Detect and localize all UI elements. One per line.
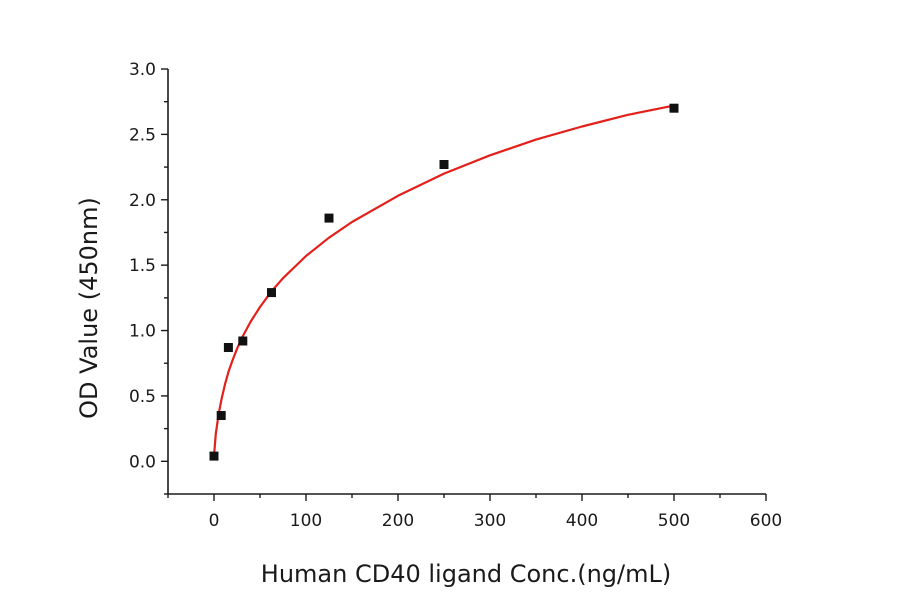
- fit-curve: [212, 104, 675, 457]
- x-tick-label: 500: [658, 511, 690, 531]
- x-tick-label: 300: [474, 511, 506, 531]
- y-axis-title: OD Value (450nm): [75, 197, 103, 419]
- y-tick-label: 3.0: [129, 60, 156, 80]
- fit-curve-layer: [212, 104, 675, 457]
- x-axis-title: Human CD40 ligand Conc.(ng/mL): [261, 560, 671, 588]
- data-point: [669, 103, 679, 113]
- data-point: [209, 451, 219, 461]
- data-points-layer: [209, 103, 679, 461]
- data-point: [324, 213, 334, 223]
- data-point: [238, 336, 248, 346]
- data-point: [216, 411, 226, 420]
- x-tick-label: 100: [290, 511, 322, 531]
- y-tick-label: 0.5: [129, 387, 156, 407]
- x-tick-label: 400: [566, 511, 598, 531]
- y-tick-label: 1.0: [129, 322, 156, 342]
- data-point: [223, 343, 233, 352]
- y-tick-label: 2.0: [129, 191, 156, 211]
- x-tick-label: 0: [209, 511, 220, 531]
- axes: 0 100 200 300 400 500 600 0.0 0.5 1.0 1.5 2.0 2.5 3.0: [129, 60, 782, 531]
- data-point: [267, 288, 276, 298]
- x-tick-label: 200: [382, 511, 414, 531]
- y-tick-label: 1.5: [129, 256, 156, 276]
- y-tick-label: 0.0: [129, 452, 156, 472]
- y-tick-label: 2.5: [129, 125, 156, 145]
- data-point: [439, 160, 449, 169]
- x-tick-label: 600: [750, 511, 782, 531]
